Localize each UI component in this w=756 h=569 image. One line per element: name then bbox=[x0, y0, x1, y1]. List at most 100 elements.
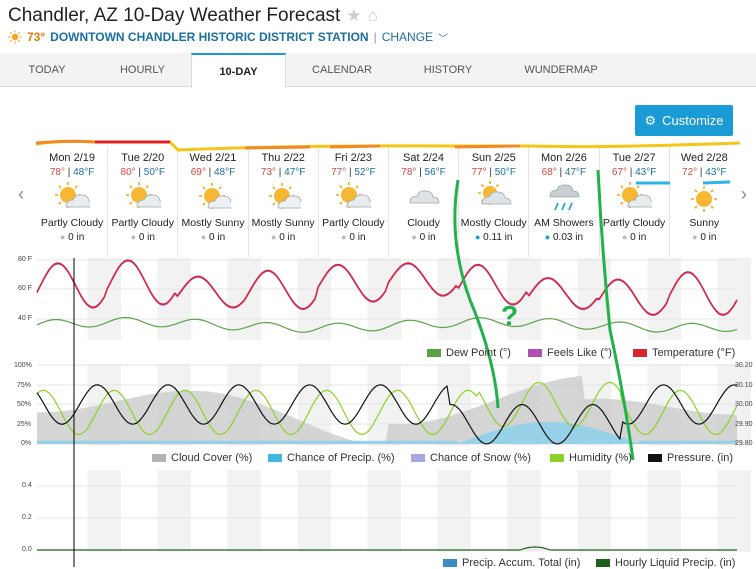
legend-dew-point: Dew Point (°) bbox=[427, 347, 511, 359]
partly-cloudy-icon bbox=[319, 180, 388, 216]
day-name: Sun 2/25 bbox=[471, 152, 516, 164]
day-temps: 72° | 43°F bbox=[682, 167, 727, 178]
day-condition: Partly Cloudy bbox=[602, 217, 666, 229]
temp-axis-label: 80 F bbox=[18, 256, 33, 263]
day-name: Fri 2/23 bbox=[334, 152, 372, 164]
day-condition: Partly Cloudy bbox=[111, 217, 174, 229]
customize-button[interactable]: ⚙ Customize bbox=[635, 105, 733, 136]
high-temp: 72° bbox=[682, 167, 698, 178]
raindrop-icon: ● bbox=[621, 232, 628, 242]
day-condition: Cloudy bbox=[407, 217, 440, 229]
day-temps: 73° | 47°F bbox=[260, 167, 306, 178]
day-temps: 78° | 56°F bbox=[401, 167, 446, 178]
tab-history[interactable]: HISTORY bbox=[423, 64, 473, 76]
day-card[interactable]: Thu 2/22 73° | 47°F Mostly Sunny ● 0 in bbox=[247, 147, 318, 257]
precip-axis-label: 0.2 bbox=[22, 514, 32, 521]
sun-icon bbox=[8, 30, 22, 44]
next-arrow-icon[interactable]: › bbox=[741, 184, 747, 204]
day-precip: ● 0 in bbox=[200, 232, 226, 243]
high-temp: 73° bbox=[260, 167, 277, 178]
sunny-icon bbox=[670, 180, 739, 216]
low-temp: 47°F bbox=[284, 167, 306, 178]
tab-bar: TODAY HOURLY 10-DAY CALENDAR HISTORY WUN… bbox=[0, 53, 756, 88]
green-annotation-stroke bbox=[453, 179, 500, 409]
hourly-liquid-line bbox=[37, 546, 737, 551]
mostly-sunny-icon bbox=[178, 180, 247, 216]
low-temp: 52°F bbox=[354, 167, 376, 178]
low-temp: 47°F bbox=[564, 167, 587, 178]
home-icon[interactable]: ⌂ bbox=[367, 6, 378, 25]
legend-feels-like: Feels Like (°) bbox=[528, 347, 612, 359]
low-temp: 50°F bbox=[494, 167, 516, 178]
night-band bbox=[437, 258, 471, 340]
day-temps: 80° | 50°F bbox=[120, 167, 166, 178]
low-temp: 56°F bbox=[424, 167, 446, 178]
day-card[interactable]: Sat 2/24 78° | 56°F Cloudy ● 0 in bbox=[387, 147, 458, 257]
tab-10-day[interactable]: 10-DAY bbox=[191, 53, 286, 88]
day-card[interactable]: Mon 2/26 68° | 47°F AM Showers ● 0.03 in bbox=[528, 147, 598, 257]
station-name-link[interactable]: DOWNTOWN CHANDLER HISTORIC DISTRICT STAT… bbox=[50, 30, 369, 44]
day-precip: ● 0 in bbox=[270, 232, 296, 243]
humidity-line bbox=[36, 381, 738, 436]
chevron-down-icon[interactable]: ﹀ bbox=[438, 33, 449, 45]
day-card[interactable]: Fri 2/23 77° | 52°F Partly Cloudy ● 0 in bbox=[317, 147, 388, 257]
legend-chance-snow: Chance of Snow (%) bbox=[411, 452, 531, 464]
legend-temperature: Temperature (°F) bbox=[633, 347, 735, 359]
change-station-link[interactable]: CHANGE bbox=[381, 30, 434, 44]
night-band bbox=[87, 258, 121, 340]
pressure-axis-label: 30.20 bbox=[735, 362, 753, 369]
day-name: Wed 2/21 bbox=[189, 152, 237, 164]
high-temp: 67° bbox=[611, 167, 627, 178]
high-temp: 80° bbox=[120, 167, 136, 178]
day-card[interactable]: Tue 2/20 80° | 50°F Partly Cloudy ● 0 in bbox=[107, 147, 177, 257]
day-card[interactable]: Mon 2/19 78° | 48°F Partly Cloudy ● 0 in bbox=[37, 147, 107, 257]
day-name: Mon 2/26 bbox=[540, 152, 587, 164]
high-temp: 78° bbox=[401, 167, 417, 178]
mostly-cloudy-icon bbox=[459, 180, 528, 216]
day-card[interactable]: Wed 2/28 72° | 43°F Sunny ● 0 in bbox=[668, 147, 739, 257]
star-icon[interactable]: ★ bbox=[346, 6, 362, 25]
night-band bbox=[297, 470, 331, 552]
night-band bbox=[717, 470, 751, 552]
tab-today[interactable]: TODAY bbox=[28, 64, 66, 76]
high-temp: 68° bbox=[541, 167, 557, 178]
pressure-axis-label: 30.10 bbox=[735, 382, 753, 389]
day-card[interactable]: Wed 2/21 69° | 48°F Mostly Sunny ● 0 in bbox=[177, 147, 247, 257]
day-name: Mon 2/19 bbox=[49, 152, 96, 164]
tab-calendar[interactable]: CALENDAR bbox=[312, 64, 372, 76]
night-band bbox=[577, 470, 611, 552]
high-temp: 77° bbox=[331, 167, 347, 178]
legend-cloud-cover: Cloud Cover (%) bbox=[152, 452, 252, 464]
legend-hourly-liquid: Hourly Liquid Precip. (in) bbox=[596, 557, 735, 569]
raindrop-icon: ● bbox=[544, 232, 551, 242]
low-temp: 50°F bbox=[143, 167, 166, 178]
day-temps: 77° | 52°F bbox=[331, 167, 376, 178]
day-condition: AM Showers bbox=[534, 217, 594, 229]
day-condition: Mostly Sunny bbox=[181, 217, 245, 229]
tab-hourly[interactable]: HOURLY bbox=[119, 64, 166, 76]
day-strip: Mon 2/19 78° | 48°F Partly Cloudy ● 0 in… bbox=[37, 147, 739, 257]
green-annotation-stroke bbox=[596, 169, 635, 461]
legend-pressure: Pressure. (in) bbox=[648, 452, 733, 464]
raindrop-icon: ● bbox=[270, 232, 277, 242]
night-band bbox=[717, 258, 751, 340]
temp-axis-label: 40 F bbox=[18, 315, 33, 322]
night-band bbox=[227, 470, 261, 552]
prev-arrow-icon[interactable]: ‹ bbox=[18, 184, 24, 204]
cloud-axis-label: 75% bbox=[17, 382, 32, 389]
night-band bbox=[437, 470, 471, 552]
day-precip: ● 0 in bbox=[411, 232, 436, 243]
day-condition: Partly Cloudy bbox=[40, 217, 104, 229]
customize-label: Customize bbox=[662, 113, 724, 128]
day-card[interactable]: Sun 2/25 77° | 50°F Mostly Cloudy ● 0.11… bbox=[458, 147, 528, 257]
day-precip: ● 0 in bbox=[59, 232, 85, 243]
day-temps: 68° | 47°F bbox=[541, 167, 587, 178]
current-temp: 73° bbox=[27, 30, 46, 44]
cloud-axis-label: 100% bbox=[14, 362, 32, 369]
tab-wundermap[interactable]: WUNDERMAP bbox=[524, 64, 598, 76]
day-condition: Partly Cloudy bbox=[322, 217, 385, 229]
night-band bbox=[87, 470, 121, 552]
day-name: Tue 2/27 bbox=[612, 152, 656, 164]
blue-annotation-stroke bbox=[636, 180, 731, 185]
orange-annotation-stroke bbox=[35, 139, 96, 145]
